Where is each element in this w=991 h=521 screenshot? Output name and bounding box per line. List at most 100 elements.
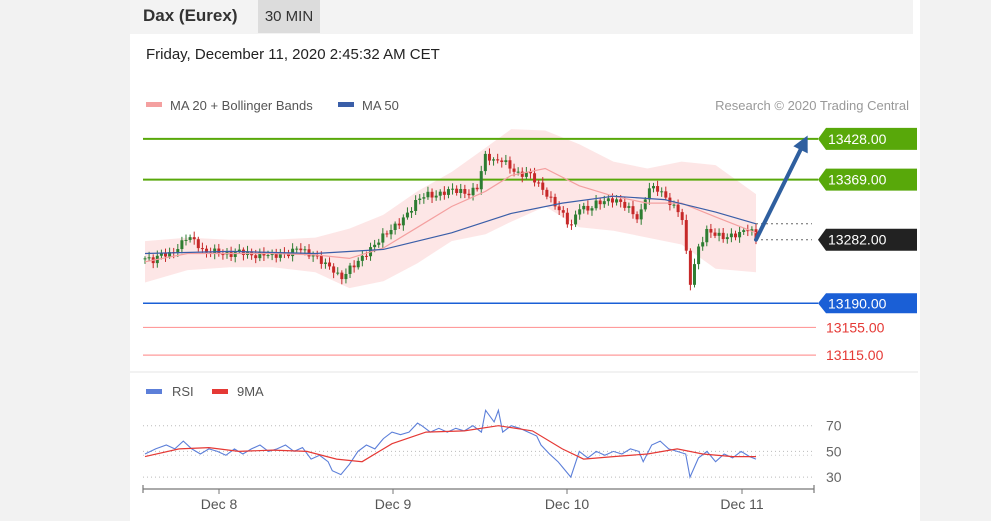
legend-swatch-rsi: [146, 389, 162, 394]
rsi-9ma-line: [144, 425, 756, 463]
candle-body: [586, 205, 590, 211]
bollinger-band: [145, 129, 756, 289]
candle-body: [377, 242, 381, 245]
candle-body: [434, 195, 438, 198]
candle-body: [496, 159, 500, 161]
legend-label-9ma: 9MA: [237, 384, 264, 399]
candle-body: [192, 237, 196, 240]
candle-body: [750, 229, 754, 232]
resistance-label-box: [818, 168, 917, 191]
candle-body: [487, 153, 491, 161]
candle-body: [418, 198, 422, 201]
candle-body: [516, 171, 520, 173]
candle-body: [623, 201, 627, 208]
instrument-title: Dax (Eurex): [143, 6, 238, 25]
candle-body: [590, 208, 594, 211]
candle-body: [221, 254, 225, 256]
legend-swatch-9ma: [212, 389, 228, 394]
candle-body: [598, 200, 602, 205]
resistance-label: 13428.00: [828, 131, 887, 147]
candle-body: [709, 228, 713, 233]
candle-body: [311, 255, 315, 257]
candle-body: [401, 217, 405, 226]
candle-body: [541, 182, 545, 190]
candle-body: [549, 196, 553, 198]
candle-body: [332, 266, 336, 273]
candle-body: [754, 229, 758, 241]
support-label: 13190.00: [828, 295, 887, 311]
candle-body: [270, 253, 274, 256]
candle-body: [524, 171, 528, 177]
candle-body: [725, 237, 729, 240]
candle-body: [397, 223, 401, 226]
rsi-tick-label: 30: [826, 469, 842, 485]
candle-body: [455, 188, 459, 193]
ma20-line: [144, 167, 757, 263]
legend-swatch-ma50: [338, 102, 354, 107]
candle-body: [738, 231, 742, 238]
candle-body: [467, 193, 471, 196]
x-axis-tick-label: Dec 10: [545, 496, 590, 512]
candle-body: [266, 255, 270, 257]
candle-body: [438, 191, 442, 196]
legend-swatch-ma20: [146, 102, 162, 107]
rsi-line: [144, 408, 757, 479]
candle-body: [422, 197, 426, 199]
candle-body: [340, 272, 344, 280]
candle-body: [574, 214, 578, 225]
candle-body: [639, 209, 643, 220]
candle-body: [364, 255, 368, 257]
candle-body: [352, 265, 356, 268]
candle-body: [356, 260, 360, 268]
timeframe-button[interactable]: 30 MIN: [258, 0, 320, 33]
candle-body: [328, 262, 332, 267]
candle-body: [729, 233, 733, 238]
candle-body: [205, 248, 209, 253]
candle-body: [385, 233, 389, 235]
x-axis-tick-label: Dec 8: [201, 496, 238, 512]
candle-body: [676, 204, 680, 213]
support-label-box: [818, 293, 917, 314]
candle-body: [278, 252, 282, 258]
candle-body: [500, 160, 504, 163]
candle-body: [512, 168, 516, 172]
candle-body: [348, 265, 352, 274]
candle-body: [471, 187, 475, 196]
candle-body: [360, 255, 364, 261]
candle-body: [159, 253, 163, 256]
candle-body: [697, 246, 701, 265]
candle-body: [229, 251, 233, 257]
candle-body: [672, 204, 676, 206]
candle-body: [475, 187, 479, 190]
candle-body: [426, 191, 430, 198]
weak-support-label: 13155.00: [826, 319, 885, 335]
candle-body: [393, 223, 397, 231]
candle-body: [742, 230, 746, 232]
candle-body: [459, 189, 463, 193]
candle-body: [164, 253, 168, 257]
candle-body: [647, 188, 651, 200]
candle-body: [660, 191, 664, 193]
candle-body: [733, 233, 737, 238]
rsi-tick-label: 50: [826, 443, 842, 459]
candle-body: [405, 212, 409, 218]
candle-body: [442, 191, 446, 195]
candle-body: [701, 242, 705, 247]
candle-body: [643, 199, 647, 210]
candle-body: [651, 186, 655, 189]
candle-body: [430, 191, 434, 198]
candle-body: [553, 196, 557, 207]
resistance-label: 13369.00: [828, 172, 887, 188]
candle-body: [180, 240, 184, 250]
candle-body: [336, 272, 340, 274]
candle-body: [602, 201, 606, 205]
candle-body: [237, 249, 241, 252]
ma50-line: [144, 195, 757, 255]
candle-body: [381, 233, 385, 243]
candle-body: [528, 171, 532, 174]
candle-body: [537, 182, 541, 184]
candle-body: [717, 232, 721, 236]
candle-body: [557, 206, 561, 211]
candle-body: [627, 206, 631, 208]
